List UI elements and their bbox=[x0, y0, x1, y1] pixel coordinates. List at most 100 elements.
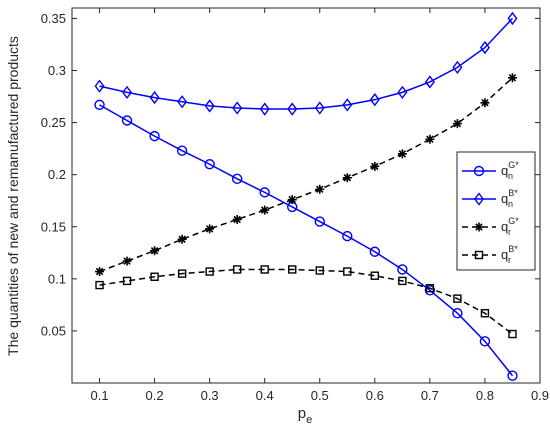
legend-label: qG* n bbox=[501, 160, 519, 181]
data-point-square bbox=[150, 272, 159, 281]
legend-entry: qB* n bbox=[462, 188, 518, 209]
data-point-square bbox=[205, 267, 214, 276]
data-point-diamond bbox=[479, 40, 490, 55]
data-point-circle bbox=[121, 115, 133, 126]
y-axis: 0.05 0.1 0.15 0.2 0.25 0.3 0.35 bbox=[41, 11, 540, 338]
legend: qG* n qB* n qG* r qB* r bbox=[456, 151, 536, 271]
data-point-diamond bbox=[94, 79, 105, 93]
data-point-diamond bbox=[177, 95, 188, 109]
data-point-star bbox=[232, 214, 242, 224]
data-point-circle bbox=[424, 285, 436, 296]
data-point-star bbox=[205, 224, 215, 234]
data-point-square bbox=[232, 265, 242, 274]
data-point-star bbox=[507, 73, 517, 83]
y-tick-label: 0.05 bbox=[41, 323, 66, 338]
x-tick-label: 0.1 bbox=[90, 388, 108, 403]
data-point-square bbox=[480, 309, 490, 318]
series-line bbox=[99, 77, 513, 273]
y-tick-label: 0.3 bbox=[48, 63, 66, 78]
data-point-diamond bbox=[424, 75, 435, 89]
data-point-diamond bbox=[259, 102, 270, 116]
x-tick-label: 0.8 bbox=[476, 388, 494, 403]
x-tick-label: 0.3 bbox=[201, 388, 219, 403]
data-point-square bbox=[425, 284, 435, 293]
data-point-diamond bbox=[204, 99, 215, 113]
data-point-diamond bbox=[397, 85, 408, 100]
data-point-star bbox=[287, 195, 297, 205]
x-tick-label: 0.9 bbox=[531, 388, 549, 403]
data-point-star bbox=[315, 184, 325, 194]
data-point-square bbox=[474, 250, 484, 260]
data-point-diamond bbox=[149, 90, 160, 105]
data-point-circle bbox=[369, 246, 381, 257]
data-point-star bbox=[452, 119, 462, 129]
data-point-star bbox=[480, 98, 490, 108]
y-tick-label: 0.25 bbox=[41, 115, 66, 130]
data-point-square bbox=[343, 267, 352, 276]
data-point-diamond bbox=[369, 92, 380, 107]
data-point-square bbox=[288, 265, 297, 274]
data-point-star bbox=[122, 256, 132, 266]
data-point-square bbox=[95, 280, 104, 290]
series-r-square bbox=[95, 265, 517, 339]
x-tick-label: 0.6 bbox=[366, 388, 384, 403]
data-point-circle bbox=[94, 99, 105, 111]
data-point-circle bbox=[507, 370, 518, 381]
data-point-square bbox=[177, 269, 187, 278]
x-axis: 0.1 0.2 0.3 0.4 0.5 0.6 0.7 0.8 0.9 bbox=[90, 8, 549, 403]
series-layer bbox=[94, 11, 518, 381]
data-point-circle bbox=[176, 145, 188, 156]
data-point-square bbox=[398, 276, 407, 286]
legend-label: qG* r bbox=[501, 216, 519, 237]
x-axis-label-subscript: e bbox=[306, 414, 312, 426]
legend-entry: qG* n bbox=[462, 160, 519, 181]
data-point-square bbox=[453, 294, 462, 303]
x-tick-label: 0.4 bbox=[256, 388, 274, 403]
legend-box bbox=[456, 151, 536, 271]
data-point-star bbox=[177, 234, 187, 244]
data-point-square bbox=[122, 276, 132, 286]
data-point-diamond bbox=[287, 102, 298, 116]
data-point-star bbox=[397, 149, 407, 159]
data-point-circle bbox=[314, 216, 325, 227]
series-n-diamond bbox=[94, 11, 518, 116]
data-point-circle bbox=[479, 336, 491, 347]
x-tick-label: 0.5 bbox=[311, 388, 329, 403]
data-point-square bbox=[370, 271, 380, 280]
legend-label: qB* r bbox=[501, 244, 518, 265]
data-point-square bbox=[508, 329, 517, 339]
data-point-circle bbox=[342, 230, 353, 242]
data-point-circle bbox=[149, 130, 160, 142]
series-n-circle bbox=[94, 99, 518, 381]
data-point-circle bbox=[204, 159, 215, 170]
y-tick-label: 0.2 bbox=[48, 167, 66, 182]
x-tick-label: 0.2 bbox=[146, 388, 164, 403]
data-point-circle bbox=[473, 165, 485, 177]
data-point-circle bbox=[259, 187, 270, 198]
data-point-star bbox=[425, 134, 435, 144]
x-tick-label: 0.7 bbox=[421, 388, 439, 403]
data-point-circle bbox=[231, 173, 243, 185]
data-point-star bbox=[95, 267, 105, 277]
data-point-diamond bbox=[452, 60, 463, 75]
y-tick-label: 0.35 bbox=[41, 11, 66, 26]
data-point-star bbox=[342, 173, 352, 183]
y-tick-label: 0.15 bbox=[41, 219, 66, 234]
data-point-star bbox=[150, 246, 160, 256]
data-point-star bbox=[370, 161, 380, 171]
data-point-square bbox=[315, 266, 324, 275]
data-point-diamond bbox=[342, 98, 353, 112]
data-point-diamond bbox=[507, 11, 518, 26]
data-point-circle bbox=[397, 264, 408, 275]
data-point-circle bbox=[452, 308, 463, 319]
data-point-square bbox=[260, 265, 269, 274]
x-axis-label: pe bbox=[298, 405, 312, 426]
series-r-star bbox=[95, 73, 517, 277]
y-tick-label: 0.1 bbox=[48, 271, 66, 286]
legend-entry: qB* r bbox=[462, 244, 518, 265]
data-point-star bbox=[474, 222, 484, 232]
legend-entry: qG* r bbox=[462, 216, 519, 237]
data-point-diamond bbox=[232, 101, 243, 115]
y-axis-label: The quantities of new and remanufactured… bbox=[5, 36, 21, 356]
